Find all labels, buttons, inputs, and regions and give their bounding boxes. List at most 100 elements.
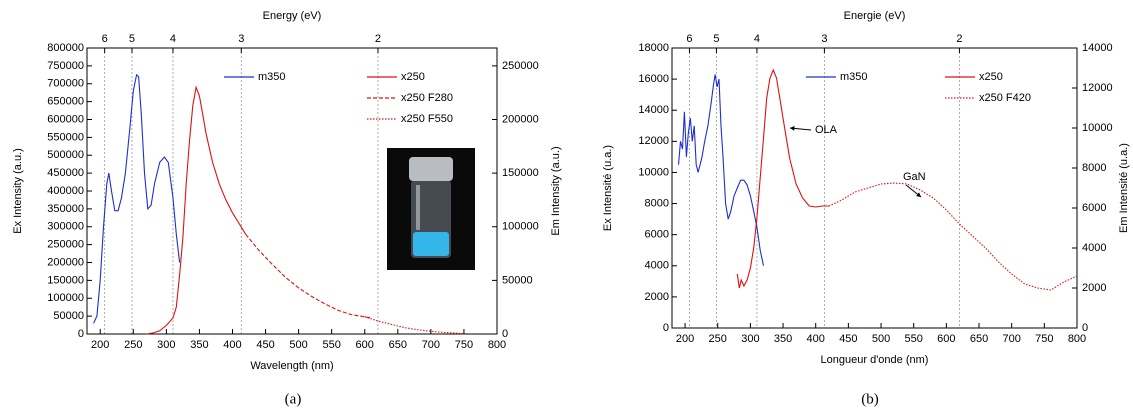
x-tick-label: 750	[455, 339, 473, 351]
y2-tick-label: 8000	[1082, 162, 1106, 174]
x-tick-label: 300	[741, 333, 759, 345]
x-tick-label: 400	[223, 339, 241, 351]
y2-tick-label: 2000	[1082, 282, 1106, 294]
x-tick-label: 700	[1002, 333, 1020, 345]
plot-frame	[671, 47, 1078, 329]
x2-tick-label: 3	[238, 33, 244, 45]
x2-tick-label: 6	[686, 33, 692, 45]
legend-label: x250	[401, 71, 425, 83]
legend-label: x250 F420	[979, 92, 1031, 104]
data-line	[364, 316, 464, 335]
legend-label: x250 F550	[401, 113, 453, 125]
x-tick-label: 550	[905, 333, 923, 345]
x2-tick-label: 5	[713, 33, 719, 45]
x-tick-label: 550	[322, 339, 340, 351]
y-tick-label: 100000	[47, 292, 84, 304]
y-tick-label: 750000	[47, 60, 84, 72]
y-tick-label: 2000	[645, 291, 669, 303]
legend-label: m350	[840, 71, 868, 83]
y2-tick-label: 0	[1082, 322, 1088, 334]
caption: (a)	[285, 391, 302, 407]
x-tick-label: 650	[389, 339, 407, 351]
y-tick-label: 250000	[47, 239, 84, 251]
x-tick-label: 700	[422, 339, 440, 351]
y2-tick-label: 12000	[1082, 82, 1113, 94]
legend-label: m350	[258, 71, 286, 83]
x-tick-label: 350	[774, 333, 792, 345]
y-tick-label: 300000	[47, 221, 84, 233]
y2-tick-label: 10000	[1082, 122, 1113, 134]
y-axis-label: Ex Intensity (a.u.)	[12, 148, 24, 234]
y-axis-label: Ex Intensité (u.a.)	[602, 145, 614, 231]
annotation: GaN	[903, 171, 926, 183]
caption: (b)	[861, 391, 879, 407]
y-tick-label: 0	[663, 322, 669, 334]
x-axis-label: Wavelength (nm)	[250, 360, 333, 372]
data-line	[677, 74, 765, 266]
y-tick-label: 18000	[638, 42, 669, 54]
y-tick-label: 650000	[47, 96, 84, 108]
y2-tick-label: 100000	[502, 221, 539, 233]
y-tick-label: 4000	[645, 260, 669, 272]
x-tick-label: 200	[676, 333, 694, 345]
x-tick-label: 800	[1068, 333, 1086, 345]
x-tick-label: 800	[488, 339, 506, 351]
y2-tick-label: 200000	[502, 113, 539, 125]
legend-label: x250 F280	[401, 92, 453, 104]
arrow-head	[916, 192, 921, 197]
x-tick-label: 350	[190, 339, 208, 351]
y2-tick-label: 0	[502, 328, 508, 340]
y-tick-label: 8000	[645, 197, 669, 209]
x-tick-label: 500	[289, 339, 307, 351]
x2-tick-label: 2	[956, 33, 962, 45]
y-tick-label: 450000	[47, 167, 84, 179]
y2-tick-label: 14000	[1082, 42, 1113, 54]
y2-tick-label: 150000	[502, 167, 539, 179]
arrow-head	[790, 126, 795, 131]
y-tick-label: 10000	[638, 166, 669, 178]
x2-tick-label: 3	[821, 33, 827, 45]
y-tick-label: 700000	[47, 78, 84, 90]
y-tick-label: 500000	[47, 149, 84, 161]
y-tick-label: 50000	[53, 310, 84, 322]
x-tick-label: 600	[356, 339, 374, 351]
y2-axis-label: Em Intensité (u.a.)	[1118, 143, 1130, 233]
y-tick-label: 0	[78, 328, 84, 340]
y-tick-label: 550000	[47, 131, 84, 143]
y-tick-label: 14000	[638, 104, 669, 116]
x-tick-label: 600	[937, 333, 955, 345]
y-tick-label: 12000	[638, 135, 669, 147]
y-tick-label: 16000	[638, 73, 669, 85]
x2-tick-label: 4	[170, 33, 176, 45]
x-tick-label: 300	[157, 339, 175, 351]
data-line	[736, 68, 829, 289]
x-tick-label: 250	[124, 339, 142, 351]
x-tick-label: 200	[91, 339, 109, 351]
y-tick-label: 150000	[47, 274, 84, 286]
x2-tick-label: 4	[754, 33, 760, 45]
x2-axis-label: Energie (eV)	[844, 10, 906, 22]
y-tick-label: 800000	[47, 42, 84, 54]
x-axis-label: Longueur d'onde (nm)	[821, 354, 929, 366]
x-tick-label: 250	[709, 333, 727, 345]
x-tick-label: 450	[256, 339, 274, 351]
x-tick-label: 750	[1035, 333, 1053, 345]
inset-photo	[387, 148, 475, 270]
x-tick-label: 500	[872, 333, 890, 345]
y2-tick-label: 4000	[1082, 242, 1106, 254]
data-line	[93, 73, 181, 324]
x2-tick-label: 2	[375, 33, 381, 45]
y2-axis-label: Em Intensity (a.u.)	[550, 146, 562, 235]
y2-tick-label: 50000	[502, 274, 533, 286]
y2-tick-label: 250000	[502, 60, 539, 72]
legend-label: x250	[979, 71, 1003, 83]
x-tick-label: 650	[970, 333, 988, 345]
annotation: OLA	[815, 124, 838, 136]
x-tick-label: 400	[807, 333, 825, 345]
y-tick-label: 400000	[47, 185, 84, 197]
x2-tick-label: 5	[129, 33, 135, 45]
data-line	[828, 182, 1078, 291]
data-line	[146, 85, 247, 335]
data-line	[245, 233, 372, 319]
